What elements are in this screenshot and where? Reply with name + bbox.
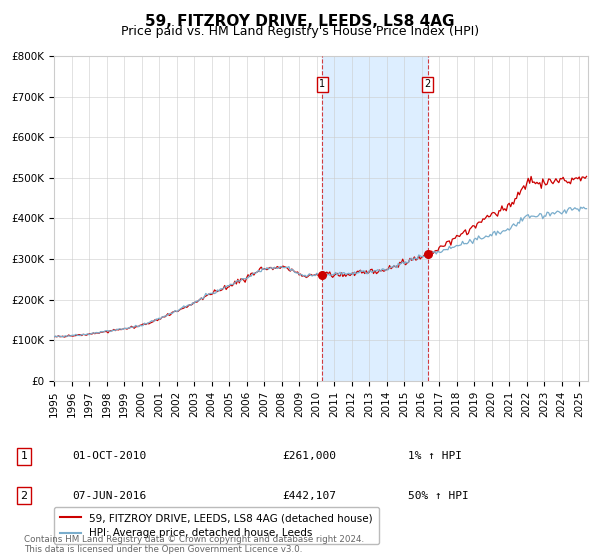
Text: 1: 1 <box>319 80 326 90</box>
Text: 1: 1 <box>20 451 28 461</box>
Text: £442,107: £442,107 <box>282 491 336 501</box>
Text: 59, FITZROY DRIVE, LEEDS, LS8 4AG: 59, FITZROY DRIVE, LEEDS, LS8 4AG <box>145 14 455 29</box>
Text: 01-OCT-2010: 01-OCT-2010 <box>72 451 146 461</box>
Text: 2: 2 <box>424 80 431 90</box>
Text: Price paid vs. HM Land Registry's House Price Index (HPI): Price paid vs. HM Land Registry's House … <box>121 25 479 38</box>
Text: 2: 2 <box>20 491 28 501</box>
Text: 50% ↑ HPI: 50% ↑ HPI <box>408 491 469 501</box>
Bar <box>322 56 428 381</box>
Text: £261,000: £261,000 <box>282 451 336 461</box>
Text: Contains HM Land Registry data © Crown copyright and database right 2024.
This d: Contains HM Land Registry data © Crown c… <box>24 535 364 554</box>
Text: 07-JUN-2016: 07-JUN-2016 <box>72 491 146 501</box>
Legend: 59, FITZROY DRIVE, LEEDS, LS8 4AG (detached house), HPI: Average price, detached: 59, FITZROY DRIVE, LEEDS, LS8 4AG (detac… <box>54 507 379 544</box>
Text: 1% ↑ HPI: 1% ↑ HPI <box>408 451 462 461</box>
